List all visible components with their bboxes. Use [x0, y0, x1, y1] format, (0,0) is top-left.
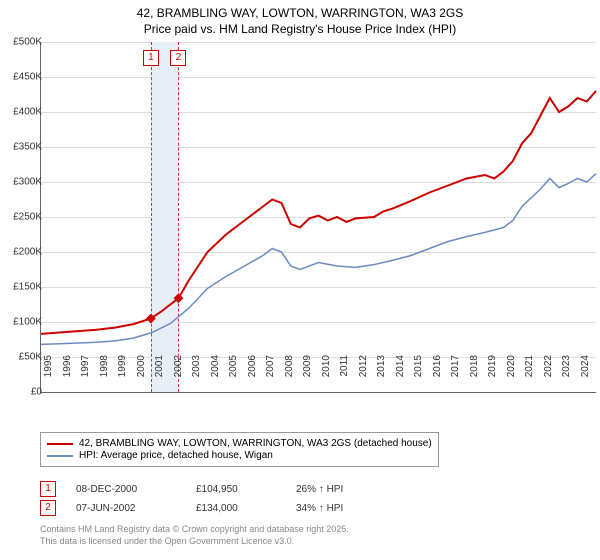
sale-date: 08-DEC-2000: [76, 484, 196, 495]
sale-row: 1 08-DEC-2000 £104,950 26% ↑ HPI: [40, 481, 396, 497]
x-axis-label: 2017: [450, 355, 461, 377]
x-axis-label: 2008: [284, 355, 295, 377]
sale-marker: 1: [40, 481, 56, 497]
x-axis-label: 2011: [339, 355, 350, 377]
x-axis-label: 2004: [210, 355, 221, 377]
x-axis-label: 2003: [191, 355, 202, 377]
title-subtitle: Price paid vs. HM Land Registry's House …: [0, 22, 600, 38]
sale-price: £134,000: [196, 503, 296, 514]
x-axis-label: 1997: [80, 355, 91, 377]
legend-label: 42, BRAMBLING WAY, LOWTON, WARRINGTON, W…: [79, 438, 432, 449]
chart-title: 42, BRAMBLING WAY, LOWTON, WARRINGTON, W…: [0, 0, 600, 37]
legend-item-hpi: HPI: Average price, detached house, Wiga…: [47, 450, 432, 461]
title-address: 42, BRAMBLING WAY, LOWTON, WARRINGTON, W…: [0, 6, 600, 22]
sale-marker-box: 2: [170, 50, 186, 66]
x-axis-label: 1998: [99, 355, 110, 377]
x-axis-label: 1996: [62, 355, 73, 377]
x-axis-label: 2002: [173, 355, 184, 377]
footer-line1: Contains HM Land Registry data © Crown c…: [40, 524, 349, 536]
legend-swatch: [47, 443, 73, 445]
x-axis-label: 2000: [136, 355, 147, 377]
legend: 42, BRAMBLING WAY, LOWTON, WARRINGTON, W…: [40, 432, 439, 467]
sale-hpi: 34% ↑ HPI: [296, 503, 396, 514]
x-axis-label: 1999: [117, 355, 128, 377]
y-axis-label: £250K: [13, 212, 42, 223]
x-axis-label: 2012: [358, 355, 369, 377]
y-axis-label: £50K: [19, 352, 42, 363]
x-axis-label: 2024: [580, 355, 591, 377]
series-hpi: [41, 174, 596, 345]
legend-item-property: 42, BRAMBLING WAY, LOWTON, WARRINGTON, W…: [47, 438, 432, 449]
y-axis-label: £450K: [13, 72, 42, 83]
y-axis-label: £100K: [13, 317, 42, 328]
sale-row: 2 07-JUN-2002 £134,000 34% ↑ HPI: [40, 500, 396, 516]
y-axis-label: £350K: [13, 142, 42, 153]
y-axis-label: £300K: [13, 177, 42, 188]
x-axis-label: 2023: [561, 355, 572, 377]
x-axis-label: 2006: [247, 355, 258, 377]
sale-date: 07-JUN-2002: [76, 503, 196, 514]
x-axis-label: 2001: [154, 355, 165, 377]
sale-hpi: 26% ↑ HPI: [296, 484, 396, 495]
x-axis-label: 2013: [376, 355, 387, 377]
x-axis-label: 2018: [469, 355, 480, 377]
y-axis-label: £500K: [13, 37, 42, 48]
legend-swatch: [47, 455, 73, 457]
x-axis-label: 1995: [43, 355, 54, 377]
chart-plot: [41, 42, 596, 392]
footer-attribution: Contains HM Land Registry data © Crown c…: [40, 524, 349, 547]
x-axis-label: 2014: [395, 355, 406, 377]
x-axis-label: 2019: [487, 355, 498, 377]
sales-table: 1 08-DEC-2000 £104,950 26% ↑ HPI 2 07-JU…: [40, 478, 396, 519]
x-axis-label: 2007: [265, 355, 276, 377]
legend-label: HPI: Average price, detached house, Wiga…: [79, 450, 273, 461]
x-axis-label: 2021: [524, 355, 535, 377]
x-axis-label: 2016: [432, 355, 443, 377]
x-axis-label: 2022: [543, 355, 554, 377]
x-axis-label: 2005: [228, 355, 239, 377]
footer-line2: This data is licensed under the Open Gov…: [40, 536, 349, 548]
series-property: [41, 91, 596, 334]
x-axis-label: 2009: [302, 355, 313, 377]
y-axis-label: £400K: [13, 107, 42, 118]
x-axis-label: 2010: [321, 355, 332, 377]
sale-price: £104,950: [196, 484, 296, 495]
sale-marker-box: 1: [143, 50, 159, 66]
x-axis-label: 2015: [413, 355, 424, 377]
y-axis-label: £150K: [13, 282, 42, 293]
chart-area: 12: [40, 42, 596, 393]
sale-marker: 2: [40, 500, 56, 516]
x-axis-label: 2020: [506, 355, 517, 377]
y-axis-label: £0: [31, 387, 42, 398]
y-axis-label: £200K: [13, 247, 42, 258]
